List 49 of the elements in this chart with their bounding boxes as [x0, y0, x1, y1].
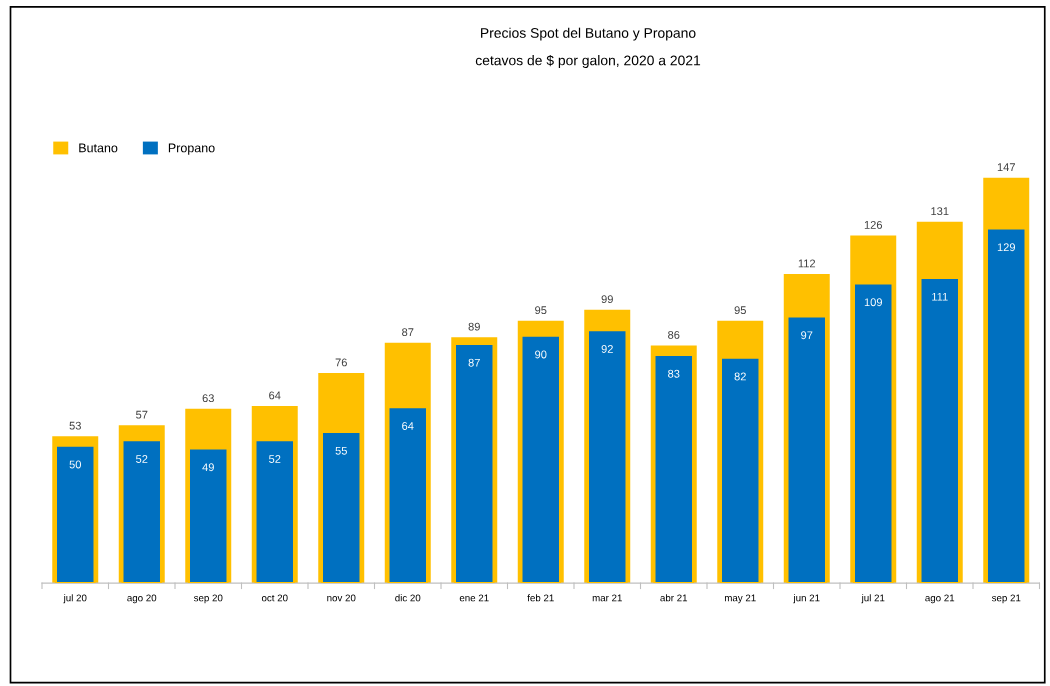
data-label: 52: [269, 455, 281, 463]
x-tick-label: sep 20: [193, 594, 223, 604]
data-label: 63: [202, 394, 214, 403]
data-label: 52: [136, 455, 148, 463]
data-label: 109: [864, 298, 882, 307]
x-tick-label: jul 20: [63, 594, 87, 604]
data-label: 87: [468, 358, 480, 367]
chart-title: Precios Spot del Butano y Propano: [481, 27, 696, 41]
data-label: 131: [931, 207, 949, 216]
data-label: 83: [668, 369, 680, 378]
data-label: 89: [468, 322, 480, 331]
data-label: 57: [136, 410, 148, 419]
x-tick-label: ago 20: [127, 594, 157, 604]
data-label: 82: [734, 372, 746, 381]
data-label: 76: [335, 358, 347, 367]
x-tick-label: may 21: [724, 594, 756, 604]
data-label: 97: [801, 331, 813, 340]
x-tick-label: sep 21: [991, 594, 1021, 604]
data-label: 53: [69, 421, 81, 430]
data-label: 90: [535, 350, 547, 359]
data-label: 50: [69, 460, 81, 469]
data-label: 111: [932, 292, 948, 301]
data-label: 64: [402, 422, 414, 430]
x-tick-label: abr 21: [660, 594, 688, 602]
x-tick-label: feb 21: [527, 594, 554, 602]
data-label: 87: [402, 328, 414, 337]
x-tick-label: nov 20: [327, 594, 356, 602]
data-label: 64: [269, 391, 281, 400]
x-tick-label: mar 21: [592, 594, 622, 602]
data-label: 95: [535, 306, 547, 315]
data-label: 95: [734, 306, 746, 315]
data-label: 55: [335, 446, 347, 455]
x-tick-label: oct 20: [261, 594, 288, 602]
data-label: 126: [864, 220, 883, 229]
data-label: 86: [668, 330, 680, 339]
x-tick-label: ago 21: [925, 594, 955, 604]
x-tick-label: ene 21: [459, 594, 489, 602]
x-tick-label: dic 20: [395, 594, 421, 602]
data-label: 99: [601, 295, 613, 304]
legend-label: Butano: [79, 143, 118, 153]
data-label: 49: [202, 463, 214, 472]
chart-subtitle: cetavos de $ por galon, 2020 a 2021: [475, 54, 701, 69]
x-tick-label: jun 21: [793, 594, 820, 604]
legend-label: Propano: [168, 143, 215, 155]
data-label: 147: [997, 163, 1015, 171]
data-label: 112: [798, 259, 816, 268]
x-tick-label: jul 21: [861, 594, 885, 604]
data-label: 92: [601, 345, 613, 353]
data-label: 129: [997, 243, 1015, 252]
